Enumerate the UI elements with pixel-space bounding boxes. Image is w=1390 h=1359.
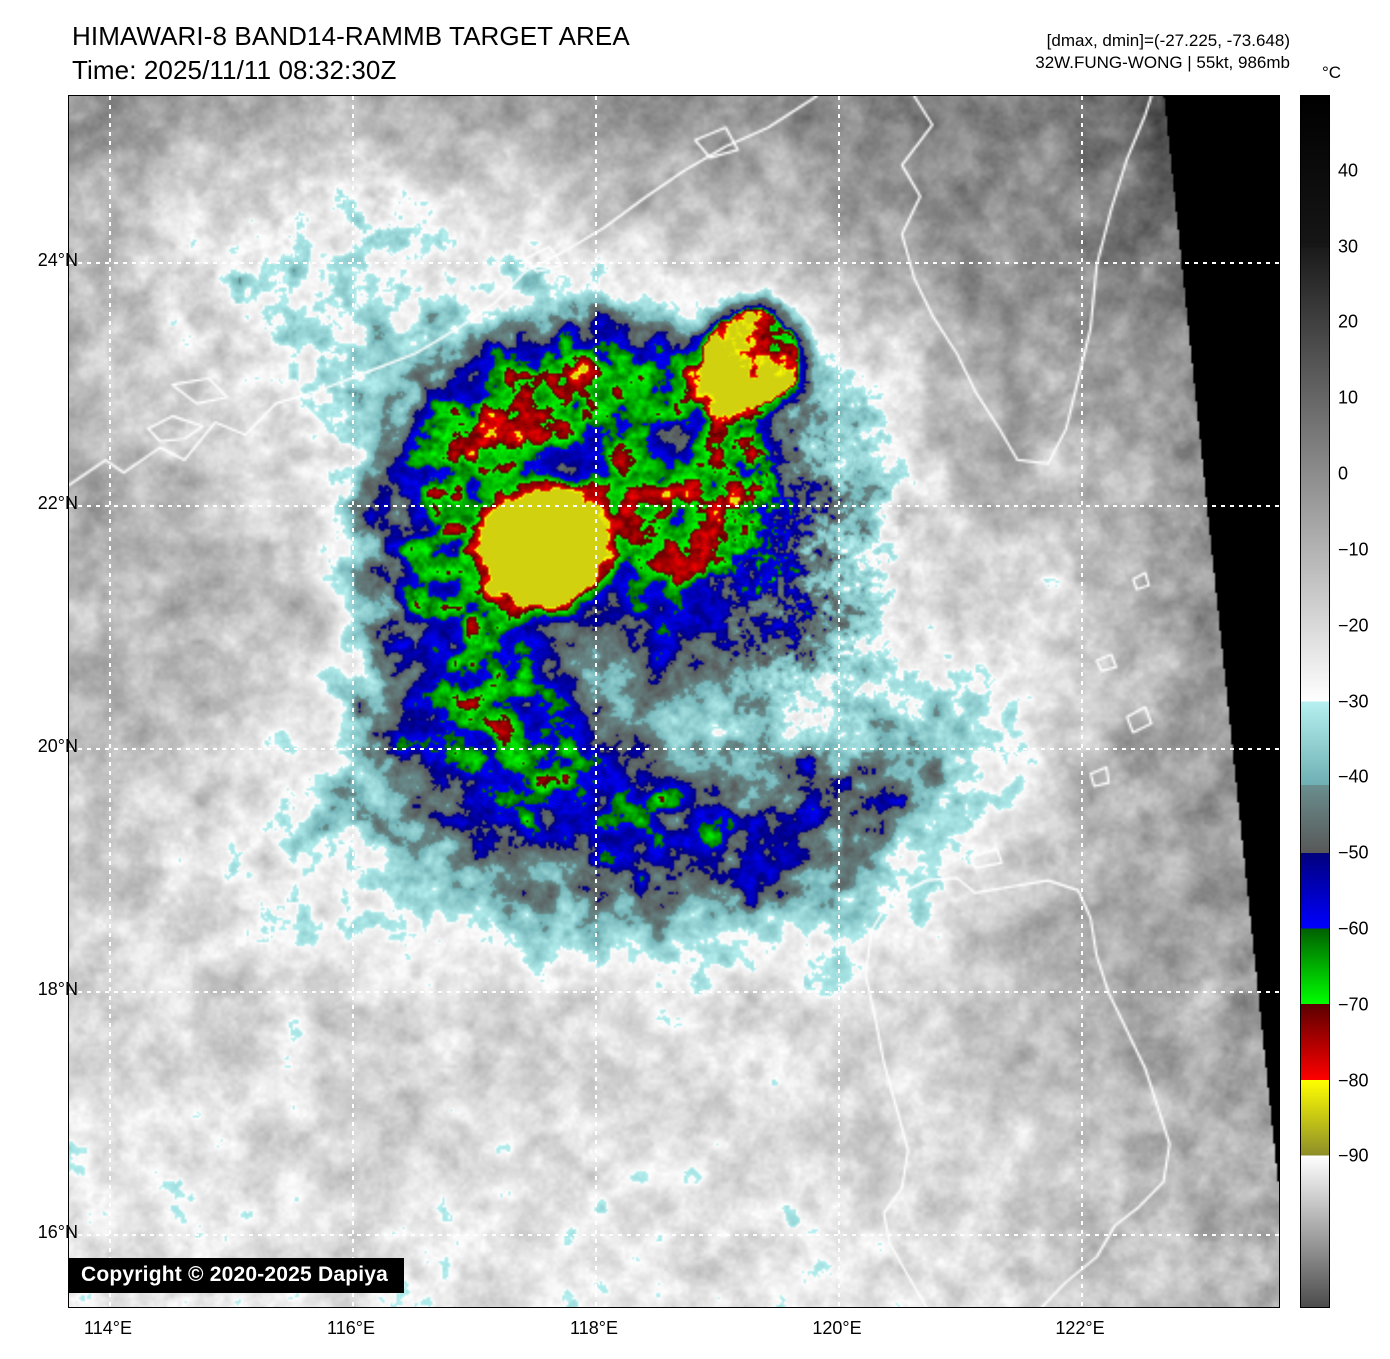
colorbar-tick-minus90: −90 (1338, 1145, 1369, 1166)
lat-tick-22°N: 22°N (37, 493, 78, 513)
header-metadata-block: [dmax, dmin]=(-27.225, -73.648) 32W.FUNG… (1035, 30, 1290, 75)
lon-tick-118°E: 118°E (570, 1318, 618, 1338)
temperature-colorbar[interactable] (1300, 95, 1330, 1308)
colorbar-tick-minus40: −40 (1338, 766, 1369, 787)
lon-tick-122°E: 122°E (1055, 1318, 1105, 1338)
colorbar-tick-20: 20 (1338, 311, 1359, 332)
colorbar-gradient (1301, 96, 1329, 1307)
colorbar-tick-minus50: −50 (1338, 842, 1369, 863)
lat-tick-20°N: 20°N (37, 736, 78, 756)
colorbar-tick-minus20: −20 (1338, 615, 1369, 636)
colorbar-tick-minus30: −30 (1338, 691, 1369, 711)
lon-tick-116°E: 116°E (327, 1318, 375, 1338)
data-min-max-readout: [dmax, dmin]=(-27.225, -73.648) (1046, 31, 1290, 50)
colorbar-tick-minus70: −70 (1338, 994, 1369, 1015)
lat-tick-18°N: 18°N (37, 979, 78, 999)
colorbar-tick-minus80: −80 (1338, 1070, 1369, 1091)
colorbar-tick-minus60: −60 (1338, 918, 1369, 939)
colorbar-tick-10: 10 (1338, 387, 1359, 408)
lat-tick-16°N: 16°N (37, 1222, 78, 1242)
observation-time: Time: 2025/11/11 08:32:30Z (72, 54, 397, 85)
lat-tick-24°N: 24°N (37, 250, 78, 270)
page-title: HIMAWARI-8 BAND14-RAMMB TARGET AREA (72, 21, 630, 51)
satellite-image-plot[interactable]: Copyright © 2020-2025 Dapiya (68, 95, 1280, 1308)
infrared-brightness-temperature-raster (69, 96, 1279, 1307)
storm-intensity-readout: 32W.FUNG-WONG | 55kt, 986mb (1035, 53, 1290, 73)
copyright-banner: Copyright © 2020-2025 Dapiya (69, 1258, 405, 1293)
colorbar-unit-label: °C (1322, 63, 1342, 82)
colorbar-tick-0: 0 (1338, 463, 1349, 484)
header-title-block: HIMAWARI-8 BAND14-RAMMB TARGET AREA Time… (72, 20, 630, 88)
lon-tick-114°E: 114°E (84, 1318, 132, 1338)
colorbar-tick-minus10: −10 (1338, 539, 1369, 560)
colorbar-tick-30: 30 (1338, 236, 1359, 257)
lon-tick-120°E: 120°E (812, 1318, 862, 1338)
colorbar-tick-40: 40 (1338, 160, 1359, 181)
